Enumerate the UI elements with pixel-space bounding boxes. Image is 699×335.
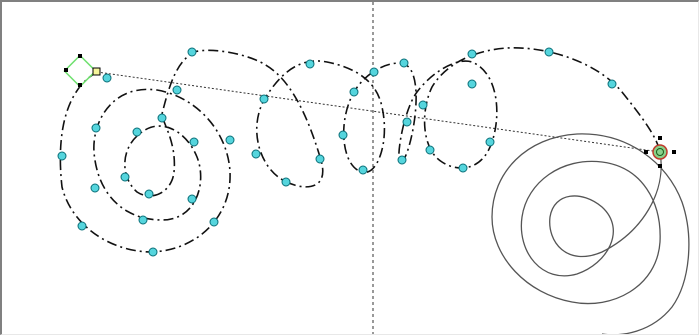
circle-point-icon[interactable] <box>397 155 407 165</box>
circle-point-icon[interactable] <box>90 183 100 193</box>
target-inner-ring <box>656 148 664 156</box>
circle-point-icon[interactable] <box>399 58 409 68</box>
circle-point-icon[interactable] <box>148 247 158 257</box>
circle-point-icon[interactable] <box>315 154 325 164</box>
crosshair-target-icon[interactable] <box>652 144 668 160</box>
handle-corner-node[interactable] <box>672 150 676 154</box>
circle-point-icon[interactable] <box>485 137 495 147</box>
circle-point-icon[interactable] <box>77 221 87 231</box>
circle-point-icon[interactable] <box>251 149 261 159</box>
start-handle-group[interactable] <box>63 54 101 88</box>
circle-point-icon[interactable] <box>102 73 112 83</box>
circle-point-icon[interactable] <box>544 47 554 57</box>
circle-point-icon[interactable] <box>259 94 269 104</box>
circle-point-icon[interactable] <box>607 79 617 89</box>
circle-point-icon[interactable] <box>189 137 199 147</box>
circle-point-icon[interactable] <box>187 194 197 204</box>
circle-point-icon[interactable] <box>369 67 379 77</box>
circle-point-icon[interactable] <box>157 113 167 123</box>
circle-point-icon[interactable] <box>349 87 359 97</box>
handle-corner-node[interactable] <box>78 54 82 58</box>
circle-point-icon[interactable] <box>402 117 412 127</box>
dash-dot-loop-curve[interactable] <box>59 47 661 253</box>
circle-point-icon[interactable] <box>172 85 182 95</box>
circle-point-icon[interactable] <box>338 130 348 140</box>
dashed-connector-line <box>96 71 661 153</box>
handle-corner-node[interactable] <box>658 164 662 168</box>
circle-point-icon[interactable] <box>467 49 477 59</box>
circle-point-icon[interactable] <box>57 151 67 161</box>
diamond-handle-icon[interactable] <box>63 54 97 88</box>
handle-corner-node[interactable] <box>78 83 82 87</box>
circle-point-icon[interactable] <box>187 47 197 57</box>
handle-corner-node[interactable] <box>64 68 68 72</box>
circle-point-icon[interactable] <box>225 135 235 145</box>
handle-corner-node[interactable] <box>658 136 662 140</box>
circle-point-icon[interactable] <box>358 165 368 175</box>
circle-point-icon[interactable] <box>209 217 219 227</box>
circle-point-icon[interactable] <box>281 177 291 187</box>
circle-point-icon[interactable] <box>138 215 148 225</box>
circle-point-icon[interactable] <box>120 172 130 182</box>
circle-point-icon[interactable] <box>458 163 468 173</box>
circle-point-icon[interactable] <box>467 79 477 89</box>
solid-spiral-curve[interactable] <box>491 133 690 334</box>
control-points-layer[interactable] <box>57 47 617 257</box>
end-handle-group[interactable] <box>644 136 676 168</box>
circle-point-icon[interactable] <box>132 127 142 137</box>
circle-point-icon[interactable] <box>305 59 315 69</box>
square-marker-icon[interactable] <box>92 67 101 76</box>
handle-corner-node[interactable] <box>644 150 648 154</box>
circle-point-icon[interactable] <box>418 100 428 110</box>
circle-point-icon[interactable] <box>425 145 435 155</box>
circle-point-icon[interactable] <box>91 123 101 133</box>
circle-point-icon[interactable] <box>144 189 154 199</box>
